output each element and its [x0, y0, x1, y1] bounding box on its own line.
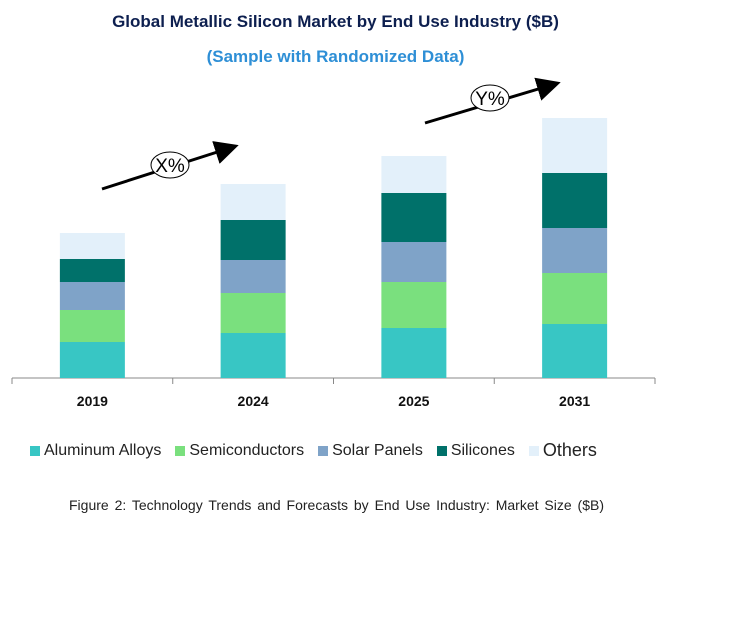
legend-item: Semiconductors [175, 440, 304, 461]
legend-label: Others [542, 440, 597, 460]
x-tick-label: 2025 [398, 393, 429, 409]
bar-segment-solar-panels-2019 [59, 282, 125, 310]
legend-item: Aluminum Alloys [30, 440, 161, 461]
bar-segment-silicones-2031 [542, 173, 608, 228]
legend: Aluminum Alloys Semiconductors Solar Panel… [30, 440, 597, 461]
bar-segment-solar-panels-2024 [220, 260, 286, 293]
x-tick-label: 2024 [238, 393, 269, 409]
cagr-bubble [150, 151, 190, 179]
chart-title: Global Metallic Silicon Market by End Us… [112, 12, 559, 31]
legend-label: Aluminum Alloys [44, 441, 162, 459]
bar-segment-aluminum-alloys-2019 [59, 342, 125, 378]
legend-swatch [528, 445, 539, 456]
legend-swatch [318, 445, 329, 456]
legend-label: Semiconductors [189, 441, 305, 459]
bar-segment-others-2024 [220, 184, 286, 220]
legend-label: Silicones [450, 441, 515, 459]
bar-segment-solar-panels-2025 [381, 242, 447, 282]
bar-segment-semiconductors-2031 [542, 273, 608, 324]
x-tick-label: 2019 [77, 393, 108, 409]
bar-segment-others-2025 [381, 156, 447, 193]
bar-segment-solar-panels-2031 [542, 228, 608, 273]
cagr-bubble [470, 84, 510, 112]
figure-caption: Figure 2: Technology Trends and Forecast… [69, 497, 604, 513]
cagr-label: X% [155, 156, 185, 177]
legend-label: Solar Panels [332, 441, 423, 459]
bar-segment-aluminum-alloys-2025 [381, 328, 447, 378]
bar-segment-semiconductors-2019 [59, 310, 125, 342]
bar-segment-aluminum-alloys-2024 [220, 333, 286, 378]
bar-segment-aluminum-alloys-2031 [542, 324, 608, 378]
legend-swatch [175, 445, 186, 456]
legend-item: Silicones [436, 440, 515, 461]
legend-swatch [30, 445, 40, 456]
bar-segment-silicones-2019 [59, 259, 125, 282]
chart-subtitle: (Sample with Randomized Data) [206, 47, 465, 66]
bar-segment-others-2019 [59, 233, 125, 259]
bar-segment-others-2031 [542, 118, 608, 173]
cagr-label: Y% [475, 89, 505, 110]
legend-item: Solar Panels [318, 440, 423, 461]
bar-segment-semiconductors-2025 [381, 282, 447, 328]
x-tick-label: 2031 [559, 393, 590, 409]
legend-swatch [436, 445, 447, 456]
bar-segment-silicones-2025 [381, 193, 447, 242]
bar-segment-semiconductors-2024 [220, 293, 286, 333]
legend-item: Others [528, 440, 597, 461]
bar-segment-silicones-2024 [220, 220, 286, 260]
